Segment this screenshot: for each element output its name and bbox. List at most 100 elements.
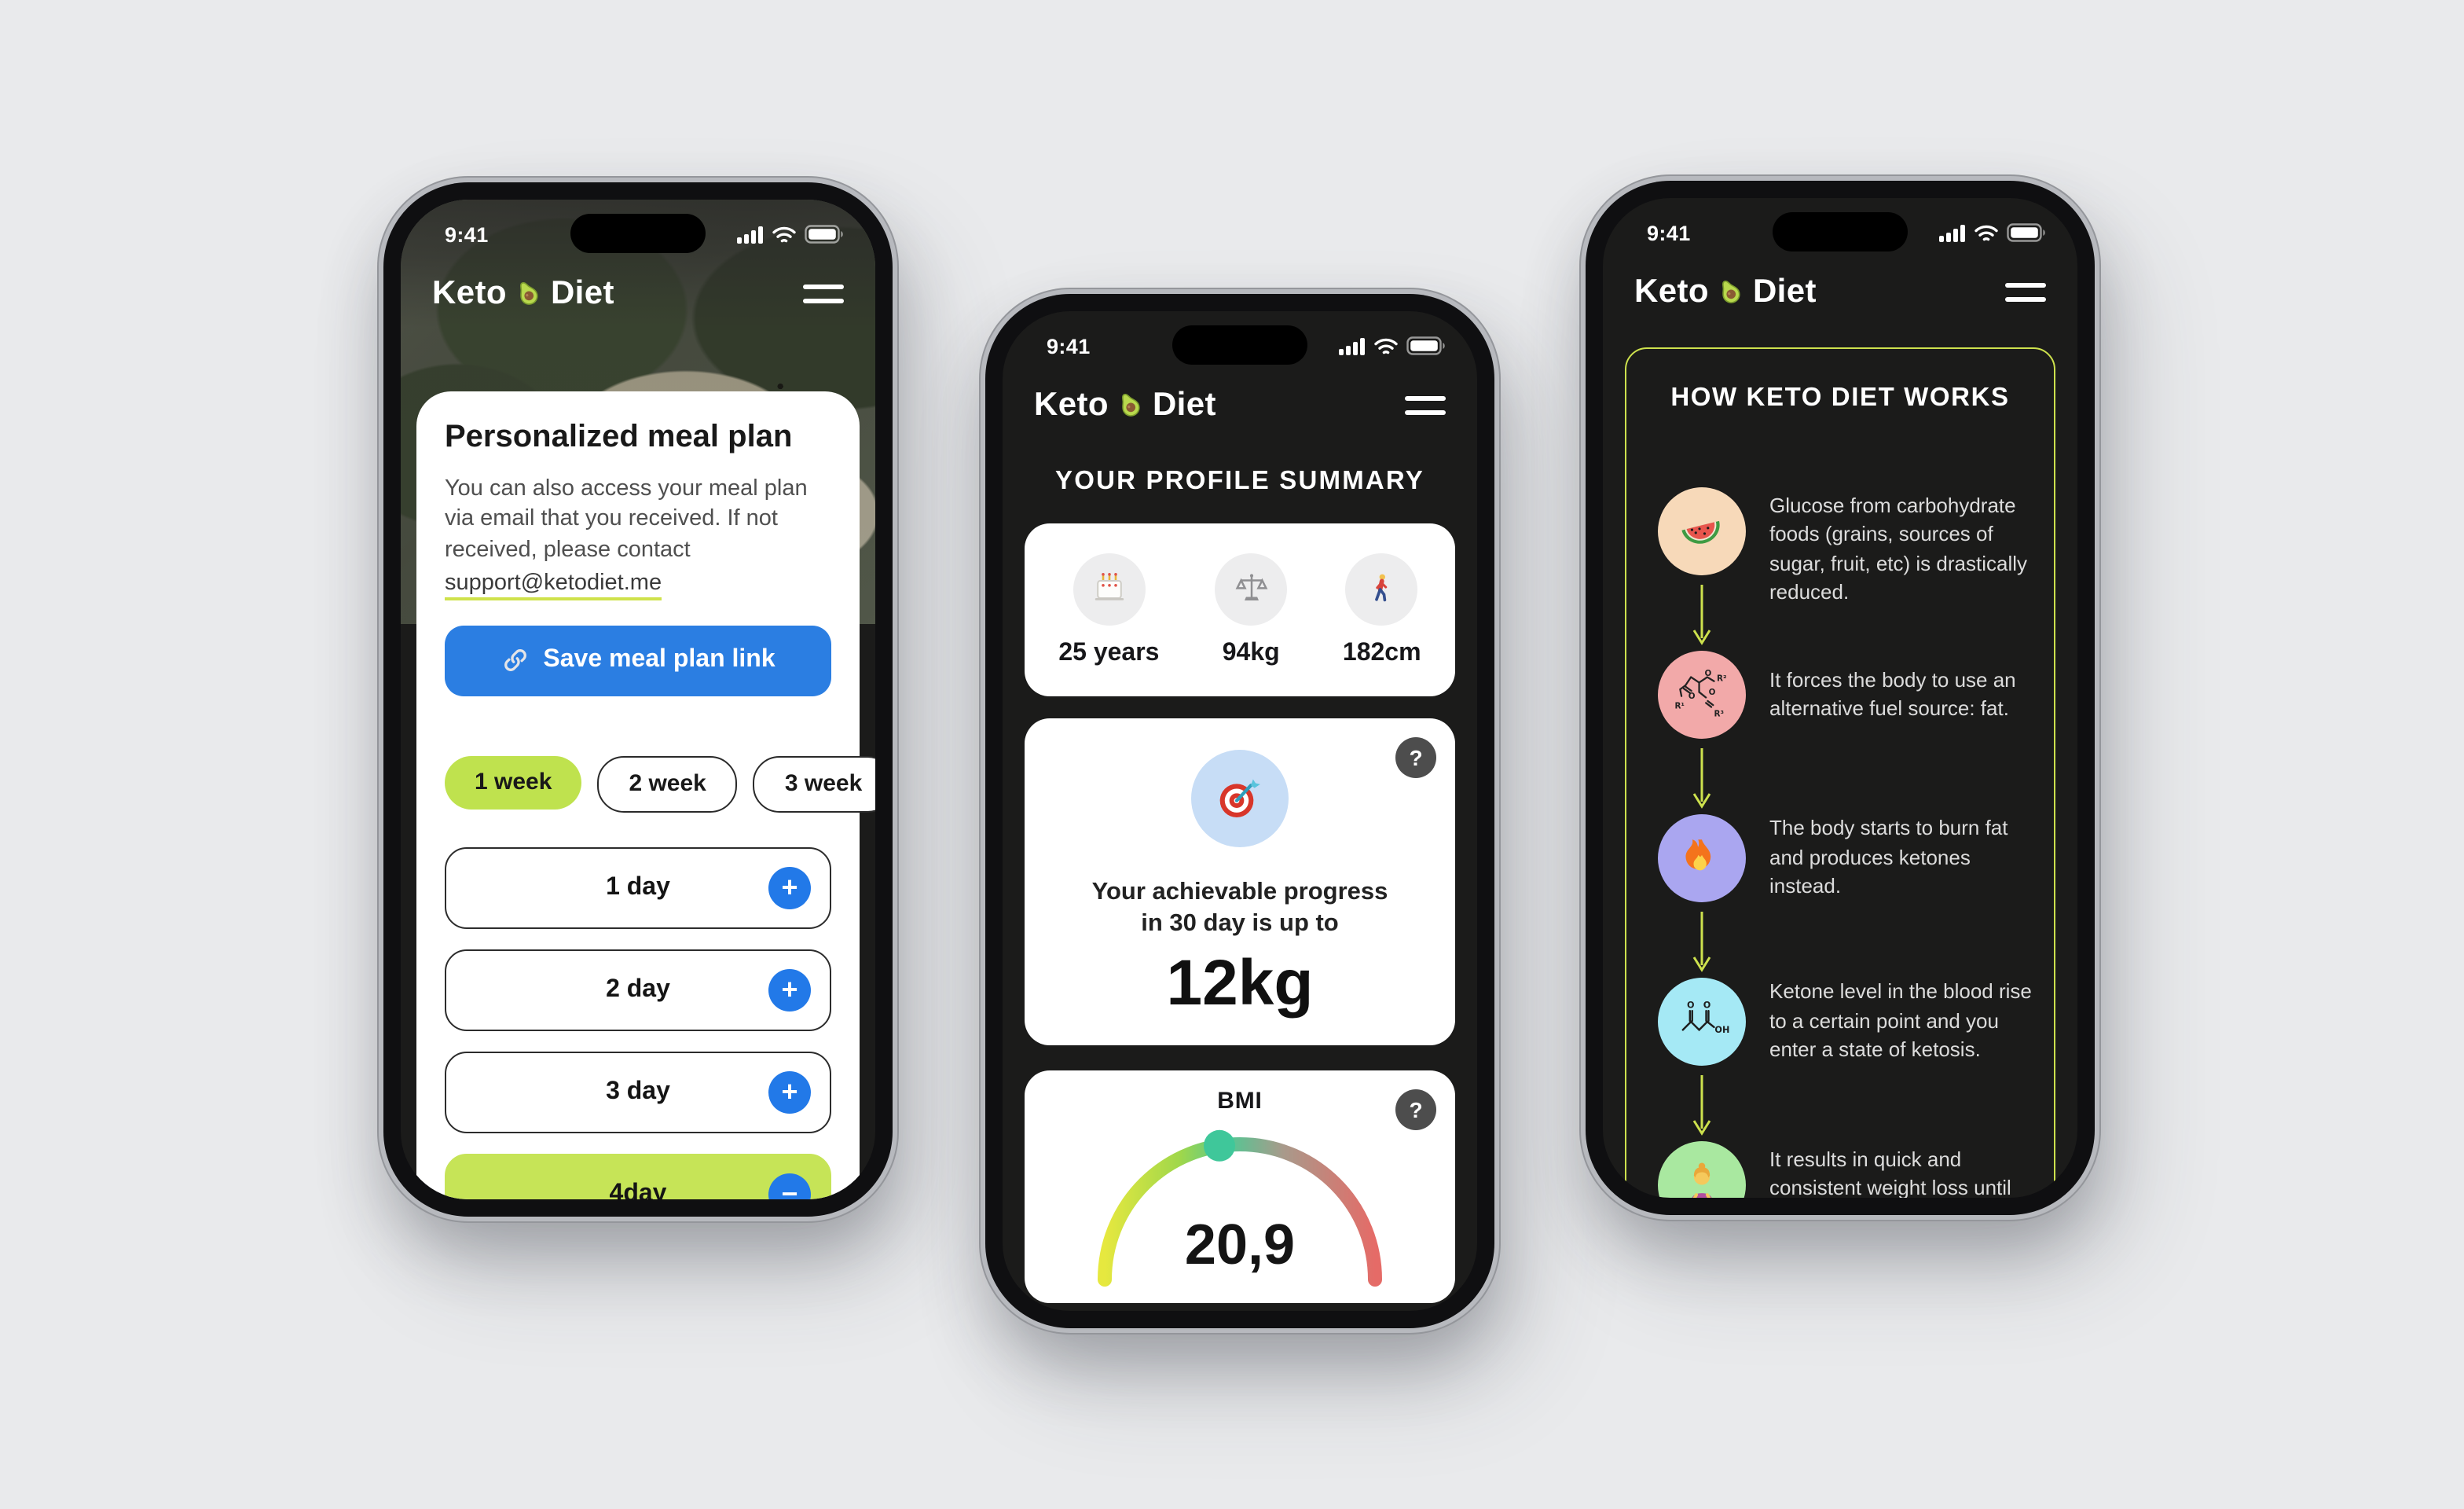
logo-text-keto: Keto	[1634, 274, 1709, 310]
cake-icon	[1072, 553, 1146, 625]
day-row-2[interactable]: 2 day +	[445, 949, 831, 1031]
battery-icon	[1406, 336, 1445, 355]
progress-value: 12kg	[1166, 946, 1314, 1019]
bmi-value: 20,9	[1184, 1212, 1296, 1276]
logo-text-diet: Diet	[1152, 387, 1216, 423]
hamburger-menu-icon[interactable]	[1405, 396, 1446, 415]
wifi-icon	[772, 226, 796, 242]
app-logo: Keto Diet	[432, 275, 614, 313]
svg-text:OH: OH	[1714, 1025, 1729, 1035]
stat-height: 182cm	[1343, 553, 1421, 667]
day-row-label: 1 day	[606, 873, 670, 901]
keto-step-2: O O O R¹ R² R³ It forces the body to use an a…	[1658, 651, 2032, 739]
meal-plan-screen: 9:41 Keto Diet Personalized meal plan Yo…	[401, 200, 875, 1199]
arrow-down-connector	[1692, 748, 1711, 809]
svg-text:O: O	[1687, 1000, 1695, 1011]
svg-text:O: O	[1704, 669, 1711, 678]
day-row-3[interactable]: 3 day +	[445, 1051, 831, 1133]
day-row-label: 4day	[609, 1180, 667, 1199]
status-bar: 9:41	[1003, 311, 1477, 377]
stats-card: 25 years 94kg 182cm	[1025, 523, 1455, 696]
dynamic-island	[570, 214, 706, 253]
expand-plus-icon[interactable]: +	[768, 1070, 811, 1114]
expand-plus-icon[interactable]: +	[768, 866, 811, 909]
walking-person-icon	[1345, 553, 1418, 625]
battery-icon	[2007, 223, 2045, 242]
svg-text:O: O	[1688, 692, 1696, 701]
stat-weight: 94kg	[1215, 553, 1288, 667]
status-icons	[1939, 223, 2046, 242]
meal-plan-sheet: Personalized meal plan You can also acce…	[416, 391, 875, 1199]
svg-text:R³: R³	[1714, 710, 1725, 719]
ketone-molecule-icon: O O OH	[1658, 978, 1746, 1066]
wifi-icon	[1974, 224, 1998, 240]
iphone-mockup-how-it-works: 9:41 Keto Diet HOW KETO DIET WORKS	[1586, 181, 2095, 1215]
help-button[interactable]: ?	[1395, 737, 1436, 778]
section-title-how-it-works: HOW KETO DIET WORKS	[1670, 384, 2010, 412]
wifi-icon	[1374, 337, 1398, 354]
keto-step-1: Glucose from carbohydrate foods (grains,…	[1658, 487, 2032, 608]
avocado-icon	[1122, 393, 1141, 417]
tab-week-3[interactable]: 3 week	[753, 755, 875, 813]
weight-value: 94kg	[1222, 639, 1280, 666]
stat-age: 25 years	[1058, 553, 1159, 667]
day-row-label: 2 day	[606, 975, 670, 1003]
collapse-minus-icon[interactable]: −	[768, 1173, 811, 1199]
week-tabs: 1 week 2 week 3 week	[445, 755, 875, 813]
achievable-progress-card: ? Your achievable progress in 30 day is …	[1025, 718, 1455, 1045]
hamburger-menu-icon[interactable]	[803, 285, 844, 303]
support-email-link[interactable]: support@ketodiet.me	[445, 571, 662, 600]
how-it-works-box: HOW KETO DIET WORKS Glucose from carbohy…	[1625, 347, 2055, 1198]
expand-plus-icon[interactable]: +	[768, 968, 811, 1012]
progress-caption: Your achievable progress in 30 day is up…	[1025, 877, 1455, 939]
page-title: Personalized meal plan	[445, 420, 793, 454]
arrow-down-connector	[1692, 1075, 1711, 1136]
app-logo: Keto Diet	[1634, 274, 1817, 311]
section-title-profile: YOUR PROFILE SUMMARY	[1055, 467, 1424, 495]
status-bar: 9:41	[1603, 198, 2077, 264]
bmi-card: BMI ? 20,9	[1025, 1070, 1455, 1303]
target-dart-icon	[1191, 750, 1289, 847]
cellular-signal-icon	[737, 226, 763, 243]
hamburger-menu-icon[interactable]	[2005, 283, 2046, 302]
save-button-label: Save meal plan link	[543, 646, 776, 674]
tab-week-2[interactable]: 2 week	[597, 755, 738, 813]
day-row-1[interactable]: 1 day +	[445, 846, 831, 929]
avocado-icon	[520, 281, 539, 305]
arrow-down-connector	[1692, 912, 1711, 972]
save-meal-plan-button[interactable]: Save meal plan link	[445, 625, 831, 696]
logo-text-keto: Keto	[1034, 387, 1109, 423]
tab-week-1[interactable]: 1 week	[445, 755, 582, 810]
status-time: 9:41	[445, 222, 489, 246]
help-button[interactable]: ?	[1395, 1089, 1436, 1130]
day-row-4[interactable]: 4day −	[445, 1153, 831, 1199]
scale-icon	[1215, 553, 1288, 625]
iphone-mockup-meal-plan: 9:41 Keto Diet Personalized meal plan Yo…	[383, 182, 893, 1217]
app-header: Keto Diet	[1634, 274, 2046, 311]
svg-text:R¹: R¹	[1674, 701, 1685, 710]
keto-step-text: It results in quick and consistent weigh…	[1769, 1147, 2011, 1198]
keto-step-text: Ketone level in the blood rise to a cert…	[1769, 979, 2032, 1062]
keto-step-3: The body starts to burn fat and produces…	[1658, 814, 2032, 902]
profile-screen: 9:41 Keto Diet YOUR PROFILE SUMMARY	[1003, 311, 1477, 1311]
how-it-works-screen: 9:41 Keto Diet HOW KETO DIET WORKS	[1603, 198, 2077, 1198]
cellular-signal-icon	[1939, 224, 1965, 241]
iphone-mockup-profile: 9:41 Keto Diet YOUR PROFILE SUMMARY	[985, 294, 1494, 1328]
status-time: 9:41	[1647, 221, 1691, 244]
flame-icon	[1658, 814, 1746, 902]
dynamic-island	[1773, 212, 1908, 252]
age-value: 25 years	[1058, 639, 1160, 666]
woman-icon	[1658, 1141, 1746, 1198]
triglyceride-molecule-icon: O O O R¹ R² R³	[1658, 651, 1746, 739]
cellular-signal-icon	[1339, 337, 1365, 354]
progress-caption-line1: Your achievable progress	[1091, 879, 1388, 905]
day-row-label: 3 day	[606, 1078, 670, 1105]
arrow-down-connector	[1692, 585, 1711, 645]
svg-text:O: O	[1703, 1000, 1711, 1011]
svg-text:R²: R²	[1717, 674, 1727, 684]
watermelon-icon	[1658, 487, 1746, 575]
app-header: Keto Diet	[1034, 387, 1446, 424]
logo-text-keto: Keto	[432, 275, 507, 311]
bmi-gauge-knob	[1204, 1129, 1235, 1162]
